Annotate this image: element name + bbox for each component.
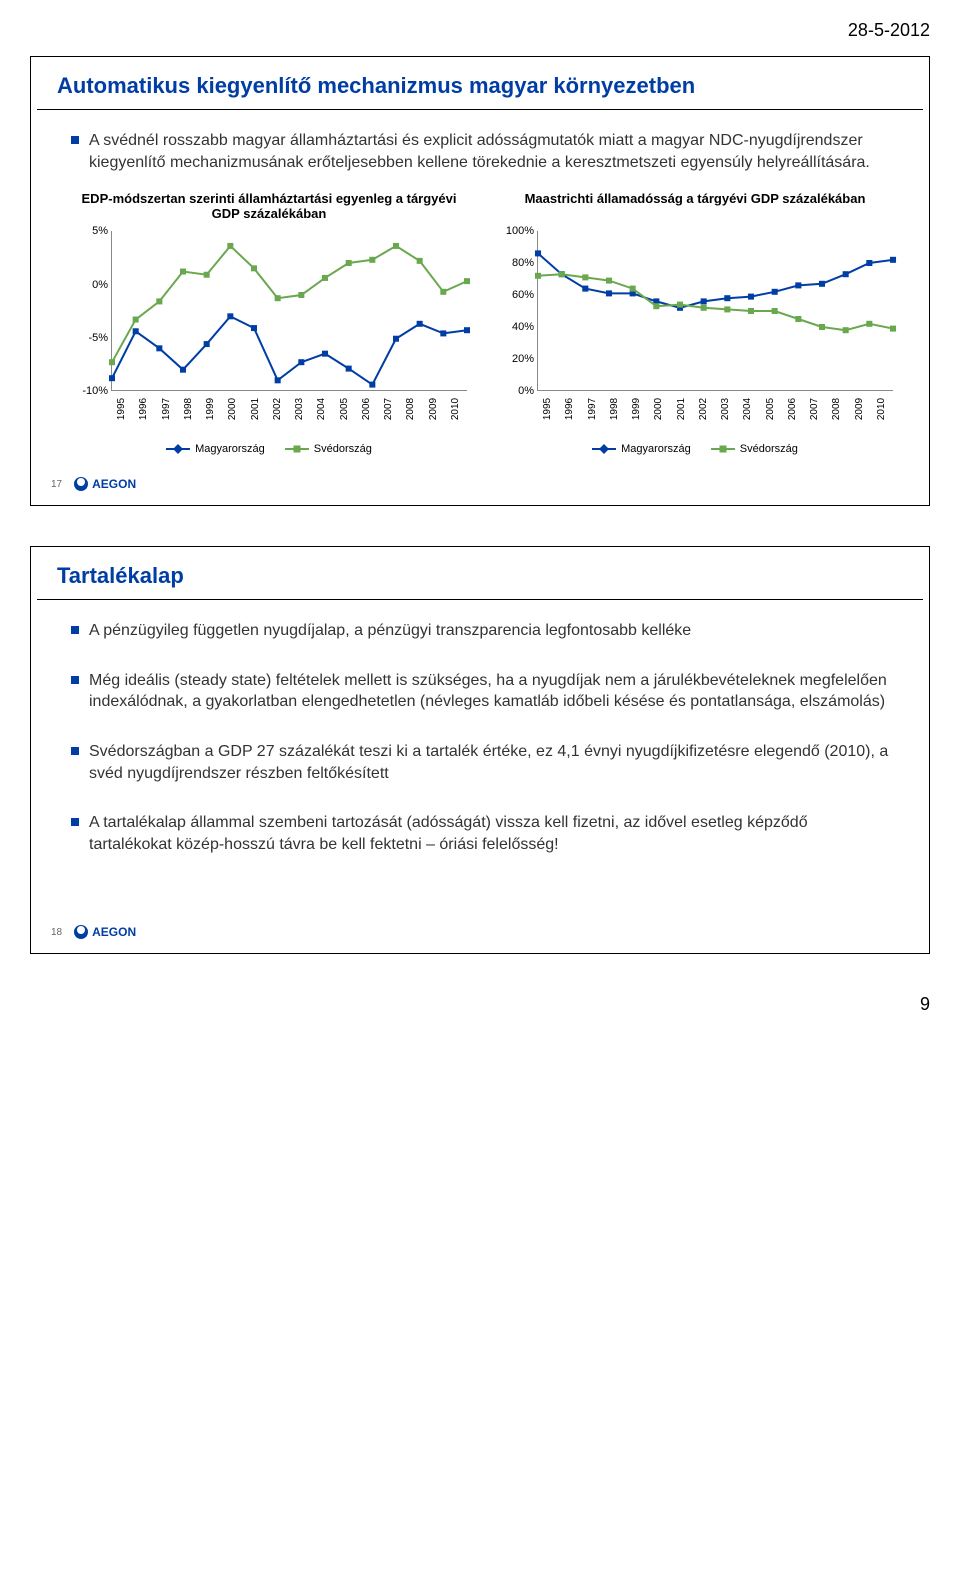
logo-circle-icon xyxy=(74,925,88,939)
legend-marker-icon xyxy=(719,446,726,453)
slide-footer: 17 AEGON xyxy=(51,477,136,491)
chart-right: Maastrichti államadósság a tárgyévi GDP … xyxy=(497,191,893,455)
slide-2: Tartalékalap A pénzügyileg független nyu… xyxy=(30,546,930,954)
bullet-item: Svédországban a GDP 27 százalékát teszi … xyxy=(71,741,889,784)
slide-title-wrap: Tartalékalap xyxy=(37,553,923,600)
legend-label: Magyarország xyxy=(195,443,265,455)
slide-2-title: Tartalékalap xyxy=(57,563,903,589)
page-number: 9 xyxy=(30,994,930,1015)
aegon-logo: AEGON xyxy=(74,477,136,491)
bullet-item: A pénzügyileg független nyugdíjalap, a p… xyxy=(71,620,889,642)
bullet-square-icon xyxy=(71,818,79,826)
bullet-text: Még ideális (steady state) feltételek me… xyxy=(89,670,889,713)
slide-number: 17 xyxy=(51,479,62,490)
chart-left-area: 5%0%-5%-10% xyxy=(111,231,467,391)
bullet-square-icon xyxy=(71,136,79,144)
legend-sweden: Svédország xyxy=(711,443,798,455)
ytick-label: 0% xyxy=(498,385,534,397)
ytick-label: -10% xyxy=(72,385,108,397)
xtick-label: 2010 xyxy=(868,398,896,420)
chart-left-title: EDP-módszertan szerinti államháztartási … xyxy=(71,191,467,225)
legend-line-icon xyxy=(711,448,735,450)
chart-right-area: 100%80%60%40%20%0% xyxy=(537,231,893,391)
slide-number: 18 xyxy=(51,927,62,938)
legend-label: Svédország xyxy=(740,443,798,455)
bullet-text: Svédországban a GDP 27 százalékát teszi … xyxy=(89,741,889,784)
bullet-item: A svédnél rosszabb magyar államháztartás… xyxy=(71,130,889,173)
logo-text: AEGON xyxy=(92,925,136,939)
bullet-square-icon xyxy=(71,626,79,634)
slide-2-body: A pénzügyileg független nyugdíjalap, a p… xyxy=(31,600,929,953)
legend-sweden: Svédország xyxy=(285,443,372,455)
bullet-text: A svédnél rosszabb magyar államháztartás… xyxy=(89,130,889,173)
bullet-square-icon xyxy=(71,676,79,684)
bullet-square-icon xyxy=(71,747,79,755)
slide-1-title: Automatikus kiegyenlítő mechanizmus magy… xyxy=(57,73,903,99)
legend-line-icon xyxy=(592,448,616,450)
date-header: 28-5-2012 xyxy=(30,20,930,41)
ytick-label: -5% xyxy=(72,332,108,344)
ytick-label: 60% xyxy=(498,289,534,301)
ytick-label: 40% xyxy=(498,321,534,333)
bullet-text: A tartalékalap állammal szembeni tartozá… xyxy=(89,812,889,855)
ytick-label: 100% xyxy=(498,225,534,237)
legend-label: Svédország xyxy=(314,443,372,455)
slide-1: Automatikus kiegyenlítő mechanizmus magy… xyxy=(30,56,930,506)
chart-left: EDP-módszertan szerinti államháztartási … xyxy=(71,191,467,455)
logo-circle-icon xyxy=(74,477,88,491)
legend-hungary: Magyarország xyxy=(592,443,691,455)
bullet-item: Még ideális (steady state) feltételek me… xyxy=(71,670,889,713)
ytick-label: 80% xyxy=(498,257,534,269)
legend-line-icon xyxy=(285,448,309,450)
legend-marker-icon xyxy=(173,444,183,454)
legend-line-icon xyxy=(166,448,190,450)
ytick-label: 5% xyxy=(72,225,108,237)
legend-hungary: Magyarország xyxy=(166,443,265,455)
chart-left-xlabels: 1995199619971998199920002001200220032004… xyxy=(111,395,467,423)
xtick-label: 2010 xyxy=(442,398,470,420)
chart-right-xlabels: 1995199619971998199920002001200220032004… xyxy=(537,395,893,423)
ytick-label: 20% xyxy=(498,353,534,365)
chart-left-legend: Magyarország Svédország xyxy=(71,443,467,455)
chart-right-legend: Magyarország Svédország xyxy=(497,443,893,455)
legend-marker-icon xyxy=(599,444,609,454)
slide-footer: 18 AEGON xyxy=(51,925,136,939)
chart-right-title: Maastrichti államadósság a tárgyévi GDP … xyxy=(497,191,893,225)
slide-title-wrap: Automatikus kiegyenlítő mechanizmus magy… xyxy=(37,63,923,110)
charts-row: EDP-módszertan szerinti államháztartási … xyxy=(71,191,889,455)
aegon-logo: AEGON xyxy=(74,925,136,939)
bullet-item: A tartalékalap állammal szembeni tartozá… xyxy=(71,812,889,855)
legend-label: Magyarország xyxy=(621,443,691,455)
bullet-text: A pénzügyileg független nyugdíjalap, a p… xyxy=(89,620,691,642)
logo-text: AEGON xyxy=(92,477,136,491)
slide-1-body: A svédnél rosszabb magyar államháztartás… xyxy=(31,110,929,505)
ytick-label: 0% xyxy=(72,279,108,291)
legend-marker-icon xyxy=(293,446,300,453)
